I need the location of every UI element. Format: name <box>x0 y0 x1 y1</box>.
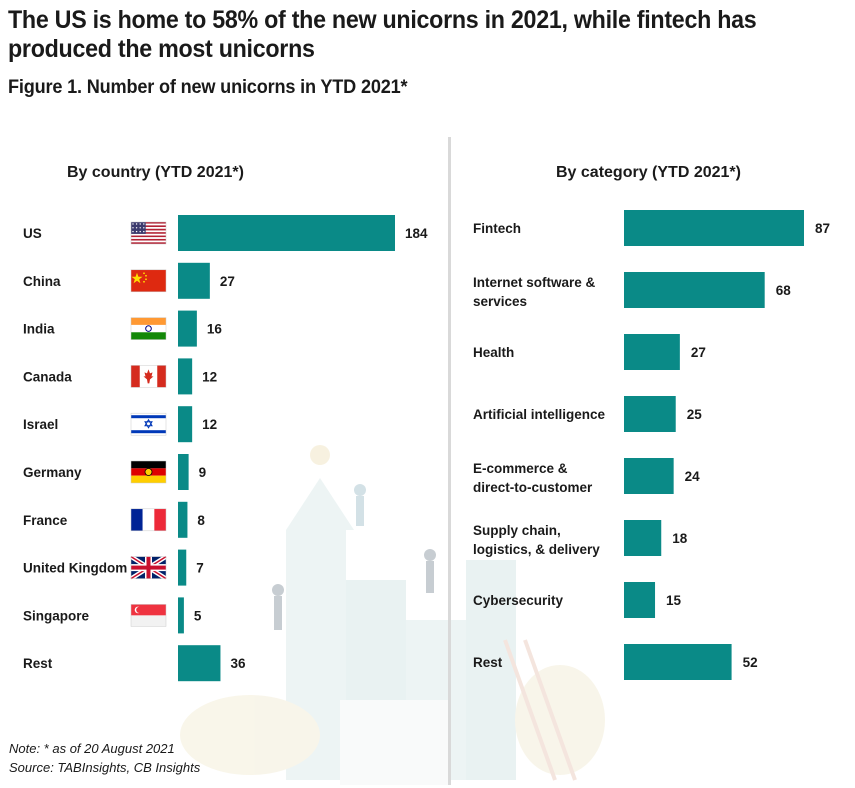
country-label-israel: Israel <box>23 417 58 432</box>
chart-title: The US is home to 58% of the new unicorn… <box>8 6 757 63</box>
country-value-united-kingdom: 7 <box>196 561 204 576</box>
category-bar-artificial-intelligence <box>624 396 676 432</box>
category-value-health: 27 <box>691 345 706 360</box>
germany-flag-icon <box>130 460 167 484</box>
category-label-cybersecurity: Cybersecurity <box>473 593 564 608</box>
country-bar-germany <box>178 454 189 490</box>
india-flag-icon <box>130 317 167 340</box>
category-value-artificial-intelligence: 25 <box>687 407 703 422</box>
country-label-rest: Rest <box>23 656 53 671</box>
country-value-israel: 12 <box>202 417 217 432</box>
france-flag-icon <box>130 508 167 532</box>
country-value-france: 8 <box>197 513 205 528</box>
category-bar-e-commerce-direct-to-customer <box>624 458 674 494</box>
country-bar-china <box>178 262 210 299</box>
country-bar-rest <box>178 645 221 682</box>
category-bar-cybersecurity <box>624 582 656 618</box>
category-label-supply-chain-logistics-delivery: Supply chain, logistics, & delivery <box>473 523 600 557</box>
category-label-rest: Rest <box>473 655 503 670</box>
country-label-china: China <box>23 274 61 289</box>
category-bar-supply-chain-logistics-delivery <box>624 520 662 556</box>
canada-flag-icon <box>130 365 167 388</box>
category-value-fintech: 87 <box>815 221 830 236</box>
country-bar-israel <box>178 406 193 443</box>
category-label-health: Health <box>473 345 514 360</box>
category-value-supply-chain-logistics-delivery: 18 <box>672 531 688 546</box>
country-value-india: 16 <box>207 322 223 337</box>
country-value-china: 27 <box>220 274 235 289</box>
country-label-canada: Canada <box>23 369 72 384</box>
category-value-rest: 52 <box>743 655 758 670</box>
country-bar-india <box>178 310 197 347</box>
category-value-internet-software-services: 68 <box>776 283 792 298</box>
category-bar-internet-software-services <box>624 272 765 308</box>
category-value-cybersecurity: 15 <box>666 593 682 608</box>
country-bar-singapore <box>178 597 184 634</box>
category-label-e-commerce-direct-to-customer: E-commerce & direct-to-customer <box>473 461 593 495</box>
singapore-flag-icon <box>130 604 167 627</box>
uk-flag-icon <box>129 554 168 581</box>
country-value-germany: 9 <box>199 465 207 480</box>
country-bar-france <box>178 501 188 538</box>
category-label-fintech: Fintech <box>473 221 521 236</box>
category-bar-group: Fintech 87 Internet software & services 68 He… <box>473 210 830 680</box>
footnote: Note: * as of 20 August 2021 <box>9 741 175 756</box>
category-label-internet-software-services: Internet software & services <box>473 275 596 309</box>
category-label-artificial-intelligence: Artificial intelligence <box>473 407 606 422</box>
country-label-france: France <box>23 513 68 528</box>
figure-subtitle: Figure 1. Number of new unicorns in YTD … <box>8 76 408 98</box>
country-label-singapore: Singapore <box>23 608 90 623</box>
panel-divider <box>448 137 451 785</box>
country-label-germany: Germany <box>23 465 82 480</box>
country-label-united-kingdom: United Kingdom <box>23 561 127 576</box>
country-panel-title: By country (YTD 2021*) <box>67 164 244 181</box>
source-note: Source: TABInsights, CB Insights <box>9 760 201 775</box>
country-value-rest: 36 <box>230 656 246 671</box>
category-bar-fintech <box>624 210 804 246</box>
china-flag-icon <box>130 269 167 293</box>
country-value-us: 184 <box>405 226 428 241</box>
country-flag-group <box>129 221 168 627</box>
country-label-us: US <box>23 226 42 241</box>
country-value-singapore: 5 <box>194 608 202 623</box>
country-bar-united-kingdom <box>178 549 187 586</box>
category-bar-rest <box>624 644 732 680</box>
country-bar-group: US 184 China 27 India 16 Canada 12 Israel 12 Germa… <box>23 215 428 682</box>
category-panel-title: By category (YTD 2021*) <box>556 164 741 181</box>
us-flag-icon <box>130 221 167 246</box>
country-label-india: India <box>23 322 55 337</box>
category-value-e-commerce-direct-to-customer: 24 <box>685 469 701 484</box>
country-value-canada: 12 <box>202 369 217 384</box>
israel-flag-icon <box>130 412 167 436</box>
category-bar-health <box>624 334 680 370</box>
country-bar-canada <box>178 358 193 395</box>
country-bar-us <box>178 215 395 251</box>
